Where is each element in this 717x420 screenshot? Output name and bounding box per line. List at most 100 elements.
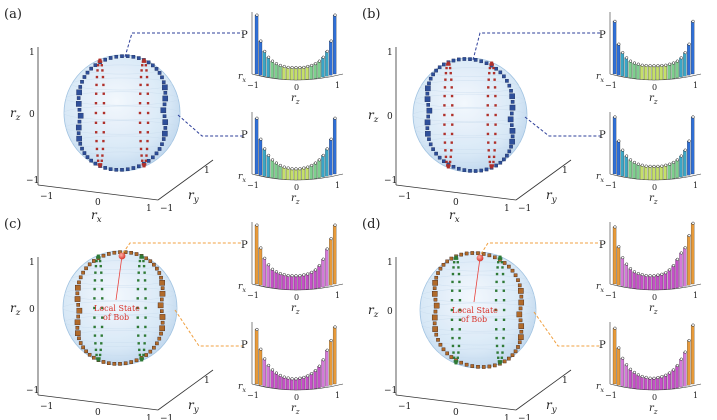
- histogram-rz-label-sub: z: [295, 307, 300, 316]
- histogram-bar: [278, 65, 282, 80]
- inner-ring-point: [95, 139, 98, 143]
- inner-ring-point: [493, 86, 497, 89]
- theory-point: [648, 274, 652, 278]
- theory-point: [302, 65, 306, 69]
- rx-tick-neg1: −1: [40, 192, 53, 202]
- inner-ring-point: [500, 356, 504, 359]
- theory-point: [278, 373, 282, 377]
- histogram-bar: [651, 378, 656, 391]
- outer-ring-point: [502, 157, 506, 162]
- p-axis-label: P: [599, 240, 606, 251]
- inner-ring-point: [140, 254, 144, 257]
- theory-point: [660, 164, 664, 168]
- inner-ring-point: [446, 63, 449, 66]
- outer-ring-point: [148, 349, 153, 354]
- histogram-bar: [636, 273, 640, 290]
- inner-ring-point: [501, 344, 505, 348]
- outer-ring-point: [442, 62, 446, 67]
- outer-ring-point: [513, 349, 518, 354]
- histogram-bar: [679, 252, 683, 288]
- panel-label: (c): [4, 217, 21, 232]
- ry-axis-label: ry: [188, 398, 199, 415]
- outer-ring-point: [159, 297, 164, 302]
- theory-point: [652, 274, 656, 278]
- outer-ring-point: [479, 59, 483, 64]
- theory-point: [671, 160, 676, 164]
- inner-ring-point: [98, 357, 101, 360]
- bob-pointer-line: [473, 257, 481, 303]
- outer-ring-point: [518, 306, 523, 311]
- theory-point: [625, 262, 629, 266]
- rz-tick-neg1: −1: [605, 291, 617, 300]
- histogram-bar: [651, 65, 656, 81]
- histogram-rz-label: rz: [649, 93, 658, 106]
- panel-label: (b): [362, 7, 380, 22]
- histogram-rx-label-base: r: [238, 282, 243, 292]
- histogram-bar: [640, 65, 644, 80]
- histogram-bar: [297, 378, 302, 391]
- outer-ring-point: [426, 107, 433, 114]
- histogram-bar: [258, 139, 263, 176]
- sphere-gridline: [421, 288, 535, 303]
- rz-axis-label: rz: [10, 106, 21, 123]
- rz-tick-1: 1: [335, 291, 340, 300]
- theory-point: [679, 56, 683, 60]
- theory-point: [321, 257, 325, 261]
- histogram-bar: [317, 265, 321, 288]
- histogram-bar: [616, 44, 621, 76]
- inner-ring-point: [139, 131, 142, 134]
- theory-point: [259, 39, 263, 43]
- histogram-bar: [675, 365, 679, 388]
- theory-point: [679, 154, 683, 158]
- histogram-rx-label-sub: x: [600, 386, 604, 394]
- sphere-gridline: [65, 91, 179, 106]
- rz-tick-neg1: −1: [247, 391, 259, 400]
- theory-point: [632, 370, 637, 374]
- theory-point: [271, 158, 275, 162]
- outer-ring-point: [159, 290, 166, 297]
- outer-ring-point: [107, 361, 111, 366]
- histogram-bar: [644, 165, 648, 180]
- outer-ring-point: [476, 365, 480, 369]
- sphere-gridline: [427, 332, 529, 346]
- inner-ring-point: [501, 266, 504, 269]
- theory-point: [317, 364, 321, 368]
- histogram-bar: [270, 159, 274, 178]
- p-axis-label: P: [241, 340, 248, 351]
- outer-ring-point: [498, 160, 503, 165]
- rx-tick-0: 0: [453, 408, 459, 418]
- outer-ring-point: [84, 266, 88, 271]
- histogram-rz-label-sub: z: [653, 407, 658, 416]
- outer-ring-point: [519, 294, 524, 299]
- theory-point: [687, 139, 691, 143]
- outer-ring-point: [481, 252, 486, 256]
- rz-tick-1: 1: [29, 258, 35, 268]
- outer-ring-point: [151, 63, 155, 68]
- outer-ring-point: [509, 123, 514, 127]
- inner-ring-point: [101, 69, 104, 72]
- inner-ring-point: [451, 336, 454, 340]
- inner-ring-point: [489, 63, 492, 66]
- ry-axis-label-sub: y: [551, 195, 557, 205]
- outer-ring-point: [509, 111, 514, 116]
- inner-ring-point: [136, 325, 140, 329]
- inner-ring-point: [137, 271, 140, 274]
- outer-ring-point: [505, 153, 509, 158]
- inner-ring-point: [494, 113, 497, 117]
- theory-point: [306, 165, 310, 169]
- outer-ring-point: [162, 119, 169, 125]
- outer-ring-point: [468, 57, 472, 61]
- inner-ring-point: [145, 75, 149, 79]
- inner-ring-point: [93, 306, 96, 310]
- histogram-bar: [258, 40, 263, 76]
- histogram-bar: [313, 269, 317, 289]
- histogram-bar: [687, 44, 691, 76]
- histogram-bar: [266, 57, 270, 78]
- inner-ring-point: [486, 132, 490, 136]
- histogram-bar: [690, 21, 695, 75]
- inner-ring-point: [492, 160, 495, 164]
- outer-ring-point: [442, 159, 446, 164]
